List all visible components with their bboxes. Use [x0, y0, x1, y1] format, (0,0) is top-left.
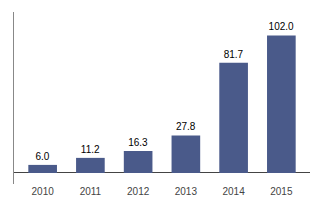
svg-text:27.8: 27.8 [176, 121, 196, 132]
svg-text:81.7: 81.7 [224, 49, 244, 60]
svg-text:2013: 2013 [175, 186, 198, 197]
svg-text:2011: 2011 [80, 186, 102, 197]
svg-text:11.2: 11.2 [81, 144, 100, 155]
svg-text:16.3: 16.3 [128, 137, 148, 148]
svg-text:2014: 2014 [222, 186, 245, 197]
svg-text:2010: 2010 [32, 186, 55, 197]
svg-text:2015: 2015 [270, 186, 293, 197]
svg-text:2012: 2012 [127, 186, 150, 197]
svg-text:6.0: 6.0 [35, 151, 49, 162]
svg-text:102.0: 102.0 [269, 21, 294, 32]
